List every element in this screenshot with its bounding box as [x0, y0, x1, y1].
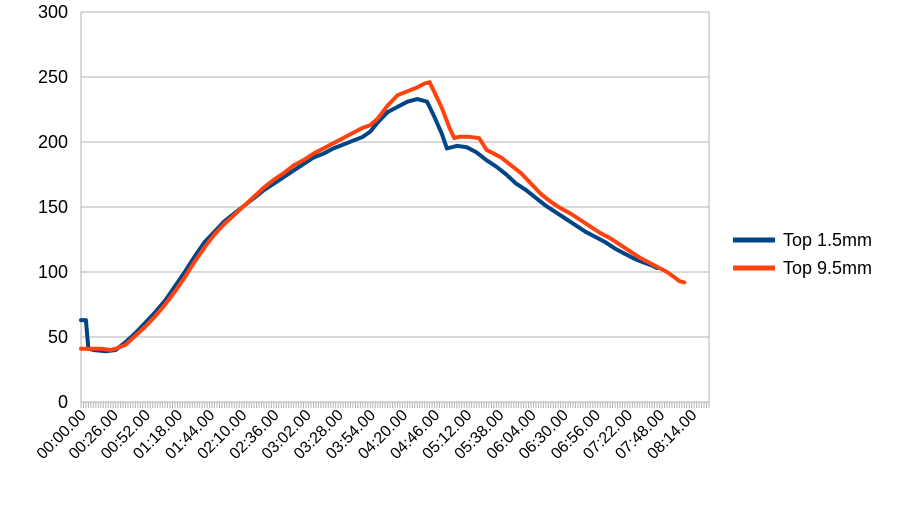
y-tick-label: 200	[38, 132, 68, 152]
y-tick-label: 300	[38, 2, 68, 22]
series-layer	[79, 80, 687, 354]
y-tick-label: 100	[38, 262, 68, 282]
x-tick-labels: 00:00.0000:26.0000:52.0001:18.0001:44.00…	[34, 407, 701, 463]
y-tick-label: 0	[58, 392, 68, 412]
series-line-0	[79, 97, 660, 354]
legend-label-0: Top 1.5mm	[783, 230, 872, 250]
series-line-1	[79, 80, 687, 352]
legend-label-1: Top 9.5mm	[783, 258, 872, 278]
legend: Top 1.5mm Top 9.5mm	[733, 230, 872, 278]
x-minor-ticks	[80, 402, 710, 408]
gridlines	[80, 11, 710, 403]
y-tick-label: 150	[38, 197, 68, 217]
y-tick-labels: 0 50 100 150 200 250 300	[38, 2, 68, 412]
y-tick-label: 250	[38, 67, 68, 87]
y-tick-label: 50	[48, 327, 68, 347]
